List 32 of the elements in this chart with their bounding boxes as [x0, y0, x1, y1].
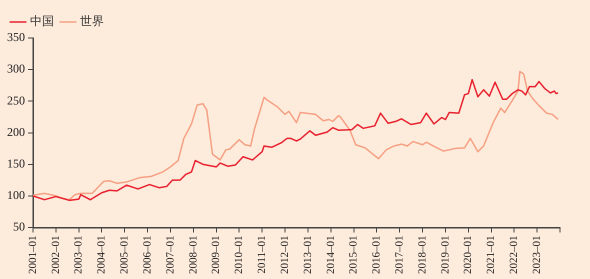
- x-tick-label: 2023–01: [530, 236, 543, 274]
- x-tick-label: 2009–01: [210, 236, 222, 274]
- x-tick-label: 2017–01: [394, 236, 406, 274]
- x-tick-label: 2021–01: [485, 236, 498, 274]
- x-tick-label: 2014–01: [324, 236, 337, 274]
- y-tick-label: 100: [7, 188, 25, 202]
- x-tick-label: 2020–01: [462, 236, 474, 274]
- x-tick-label: 2012–01: [278, 236, 291, 274]
- legend-label: 中国: [30, 14, 54, 28]
- y-tick-label: 250: [7, 93, 25, 108]
- x-tick-label: 2008–01: [187, 236, 200, 274]
- x-tick-label: 2016–01: [370, 236, 383, 274]
- x-tick-label: 2011–01: [256, 236, 268, 274]
- y-tick-label: 200: [7, 124, 25, 139]
- x-tick-label: 2006–01: [141, 236, 154, 274]
- legend-label: 世界: [80, 14, 104, 28]
- x-tick-label: 2018–01: [416, 236, 428, 274]
- y-tick-label: 150: [7, 156, 25, 170]
- x-tick-label: 2003–01: [72, 236, 85, 274]
- x-tick-label: 2022–01: [508, 236, 520, 274]
- x-tick-label: 2002–01: [50, 236, 62, 274]
- x-tick-label: 2004–01: [96, 236, 108, 274]
- x-tick-label: 2015–01: [348, 236, 360, 274]
- y-tick-label: 50: [13, 220, 25, 234]
- y-tick-label: 350: [7, 30, 25, 44]
- x-tick-label: 2007–01: [164, 236, 176, 274]
- x-tick-label: 2019–01: [439, 236, 452, 274]
- x-tick-label: 2001–01: [26, 236, 39, 274]
- x-tick-label: 2010–01: [233, 236, 246, 274]
- y-tick-label: 300: [7, 62, 25, 76]
- x-tick-label: 2005–01: [118, 236, 131, 274]
- x-tick-label: 2013–01: [302, 236, 314, 274]
